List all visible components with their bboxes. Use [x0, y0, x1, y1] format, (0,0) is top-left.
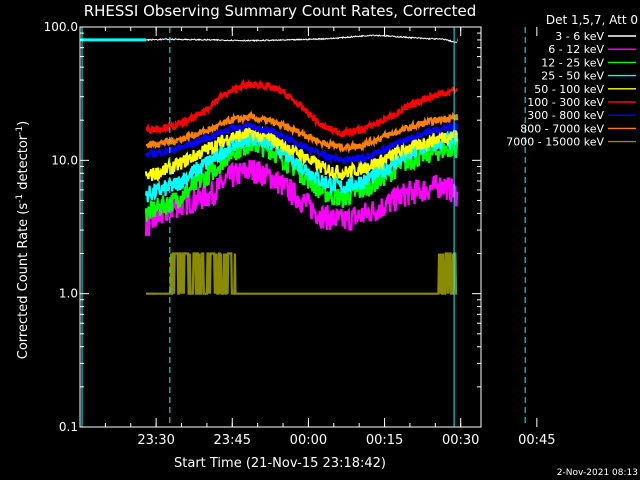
y-tick-label: 100.0	[44, 20, 78, 34]
data-layer	[80, 27, 526, 427]
series-5	[145, 78, 459, 139]
y-axis-title-mid: detector	[16, 134, 31, 194]
series-0	[145, 34, 458, 44]
series-line	[144, 129, 459, 203]
x-tick-label: 00:00	[290, 433, 327, 448]
plot-frame	[79, 26, 482, 428]
x-axis: 23:30 23:45 00:00 00:15 00:30 00:45	[79, 27, 556, 448]
legend-label: 100 - 300 keV	[527, 96, 604, 109]
legend-label: 6 - 12 keV	[548, 43, 604, 56]
series-line	[145, 34, 458, 44]
series-line	[144, 122, 458, 183]
legend-label: 25 - 50 keV	[541, 70, 604, 83]
y-tick-label: 1.0	[59, 287, 78, 301]
chart-title: RHESSI Observing Summary Count Rates, Co…	[84, 2, 477, 20]
series-4	[144, 122, 458, 183]
legend-label: 800 - 7000 keV	[520, 122, 604, 135]
y-axis-title: Corrected Count Rate (s-1 detector-1)	[15, 121, 31, 359]
y-axis-title-end: )	[16, 121, 31, 126]
legend-label: 3 - 6 keV	[555, 30, 604, 43]
y-axis-title-sup1: -1	[15, 194, 25, 203]
series-1	[144, 159, 459, 237]
x-tick-label: 00:30	[442, 433, 479, 448]
series-line	[146, 252, 458, 295]
series-line	[145, 78, 459, 139]
legend-title: Det 1,5,7, Att 0	[546, 13, 638, 27]
legend-label: 12 - 25 keV	[541, 56, 604, 69]
footer-timestamp: 2-Nov-2021 08:13	[557, 468, 638, 478]
y-axis-title-main: Corrected Count Rate (s	[16, 203, 31, 360]
x-tick-label: 23:30	[137, 433, 174, 448]
series-6	[144, 121, 459, 166]
legend-label: 300 - 800 keV	[527, 109, 604, 122]
x-axis-title: Start Time (21-Nov-15 23:18:42)	[174, 456, 386, 471]
y-tick-label: 0.1	[59, 420, 78, 434]
y-axis: 0.1 1.0 10.0 100.0	[44, 20, 481, 434]
series-3	[144, 129, 459, 203]
series-line	[144, 159, 459, 237]
y-tick-label: 10.0	[51, 153, 78, 167]
series-line	[144, 121, 459, 166]
series-line	[145, 110, 459, 154]
x-tick-label: 23:45	[214, 433, 251, 448]
legend-label: 7000 - 15000 keV	[506, 136, 604, 149]
y-axis-title-sup2: -1	[15, 126, 25, 135]
series-7	[145, 110, 459, 154]
series-8	[146, 252, 458, 295]
legend-label: 50 - 100 keV	[534, 83, 604, 96]
x-tick-label: 00:45	[518, 433, 555, 448]
x-tick-label: 00:15	[366, 433, 403, 448]
